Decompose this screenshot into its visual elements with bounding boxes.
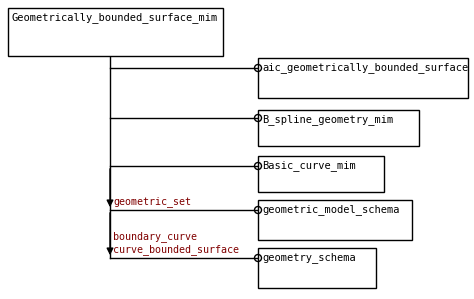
Bar	[258, 58, 468, 98]
Text: boundary_curve
curve_bounded_surface: boundary_curve curve_bounded_surface	[113, 232, 239, 255]
Text: geometric_model_schema: geometric_model_schema	[262, 204, 400, 215]
Text: geometric_set: geometric_set	[113, 196, 191, 207]
Bar	[258, 110, 419, 146]
Text: geometry_schema: geometry_schema	[262, 252, 356, 263]
Bar	[258, 156, 384, 192]
Text: aic_geometrically_bounded_surface: aic_geometrically_bounded_surface	[262, 62, 468, 73]
Text: Basic_curve_mim: Basic_curve_mim	[262, 160, 356, 171]
Text: B_spline_geometry_mim: B_spline_geometry_mim	[262, 114, 393, 125]
Bar	[258, 200, 412, 240]
Bar	[258, 248, 376, 288]
Text: Geometrically_bounded_surface_mim: Geometrically_bounded_surface_mim	[12, 12, 218, 23]
Bar	[8, 8, 223, 56]
